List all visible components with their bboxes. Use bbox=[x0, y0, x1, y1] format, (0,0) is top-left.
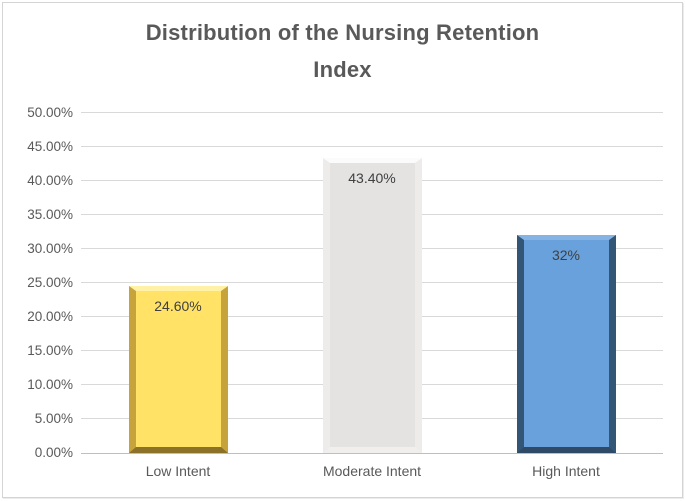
y-tick-label: 25.00% bbox=[27, 275, 73, 290]
gridline bbox=[81, 112, 663, 113]
y-tick-label: 20.00% bbox=[27, 309, 73, 324]
bar-low-intent: 24.60% bbox=[128, 285, 228, 453]
y-tick-label: 10.00% bbox=[27, 377, 73, 392]
y-tick-label: 30.00% bbox=[27, 241, 73, 256]
y-tick-label: 50.00% bbox=[27, 105, 73, 120]
x-tick-label-moderate-intent: Moderate Intent bbox=[322, 463, 422, 479]
x-axis: Low Intent Moderate Intent High Intent bbox=[81, 461, 663, 483]
y-tick-label: 35.00% bbox=[27, 207, 73, 222]
x-tick-label-high-intent: High Intent bbox=[532, 463, 600, 479]
y-tick-label: 15.00% bbox=[27, 343, 73, 358]
chart-title-line-2: Index bbox=[313, 57, 372, 82]
data-label-low-intent: 24.60% bbox=[154, 297, 202, 314]
y-tick-label: 45.00% bbox=[27, 139, 73, 154]
bar-high-intent: 32% bbox=[516, 235, 616, 453]
data-label-moderate-intent: 43.40% bbox=[348, 169, 396, 186]
y-tick-label: 0.00% bbox=[34, 445, 73, 460]
y-axis: 0.00% 5.00% 10.00% 15.00% 20.00% 25.00% 30.00%… bbox=[0, 105, 73, 460]
y-tick-label: 5.00% bbox=[34, 411, 73, 426]
y-tick-label: 40.00% bbox=[27, 173, 73, 188]
data-label-high-intent: 32% bbox=[551, 247, 581, 264]
chart-title-line-1: Distribution of the Nursing Retention bbox=[145, 20, 540, 45]
chart-title: Distribution of the Nursing Retention In… bbox=[0, 14, 685, 88]
bar-moderate-intent: 43.40% bbox=[322, 157, 422, 453]
x-tick-label-low-intent: Low Intent bbox=[145, 463, 211, 479]
plot-area: 24.60% 43.40% 32% bbox=[81, 112, 663, 454]
gridline bbox=[81, 146, 663, 147]
